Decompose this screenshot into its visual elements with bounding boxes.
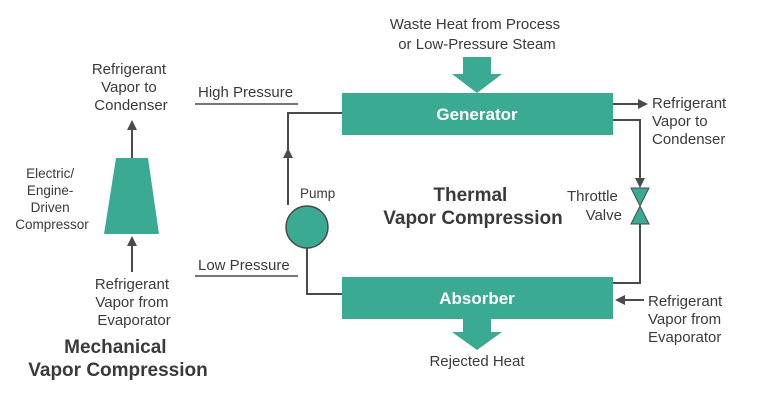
pump-circle xyxy=(285,205,329,249)
throttle-valve-bottom xyxy=(630,204,650,225)
low-pressure-label: Low Pressure xyxy=(198,257,290,274)
generator-label: Generator xyxy=(436,105,518,124)
compressor-label: Electric/ Engine- Driven Compressor xyxy=(15,166,89,232)
compressor-shape xyxy=(104,158,159,234)
rejected-heat-arrow xyxy=(452,319,502,350)
heat-input-label: Waste Heat from Process or Low-Pressure … xyxy=(390,16,565,53)
throttle-valve-top xyxy=(630,187,650,208)
throttle-valve-label: Throttle Valve xyxy=(567,188,622,224)
mechanical-title: Mechanical Vapor Compression xyxy=(28,337,208,381)
pump-to-generator-line xyxy=(287,112,342,205)
pump-label: Pump xyxy=(300,186,335,201)
absorber-box xyxy=(342,277,613,319)
generator-output-label: Refrigerant Vapor to Condenser xyxy=(652,95,730,148)
heat-input-arrow xyxy=(452,57,502,93)
absorber-input-label: Refrigerant Vapor from Evaporator xyxy=(648,293,726,346)
absorber-to-pump-line xyxy=(306,248,342,295)
generator-box xyxy=(342,93,613,135)
high-pressure-label: High Pressure xyxy=(198,84,293,101)
absorber-label: Absorber xyxy=(439,289,515,308)
thermal-title: Thermal Vapor Compression xyxy=(383,185,563,229)
generator-to-valve-line xyxy=(613,119,645,188)
mech-input-label: Refrigerant Vapor from Evaporator xyxy=(95,276,173,329)
rejected-heat-label: Rejected Heat xyxy=(429,353,525,370)
valve-to-absorber-line xyxy=(613,224,641,284)
mech-output-label: Refrigerant Vapor to Condenser xyxy=(92,61,170,114)
